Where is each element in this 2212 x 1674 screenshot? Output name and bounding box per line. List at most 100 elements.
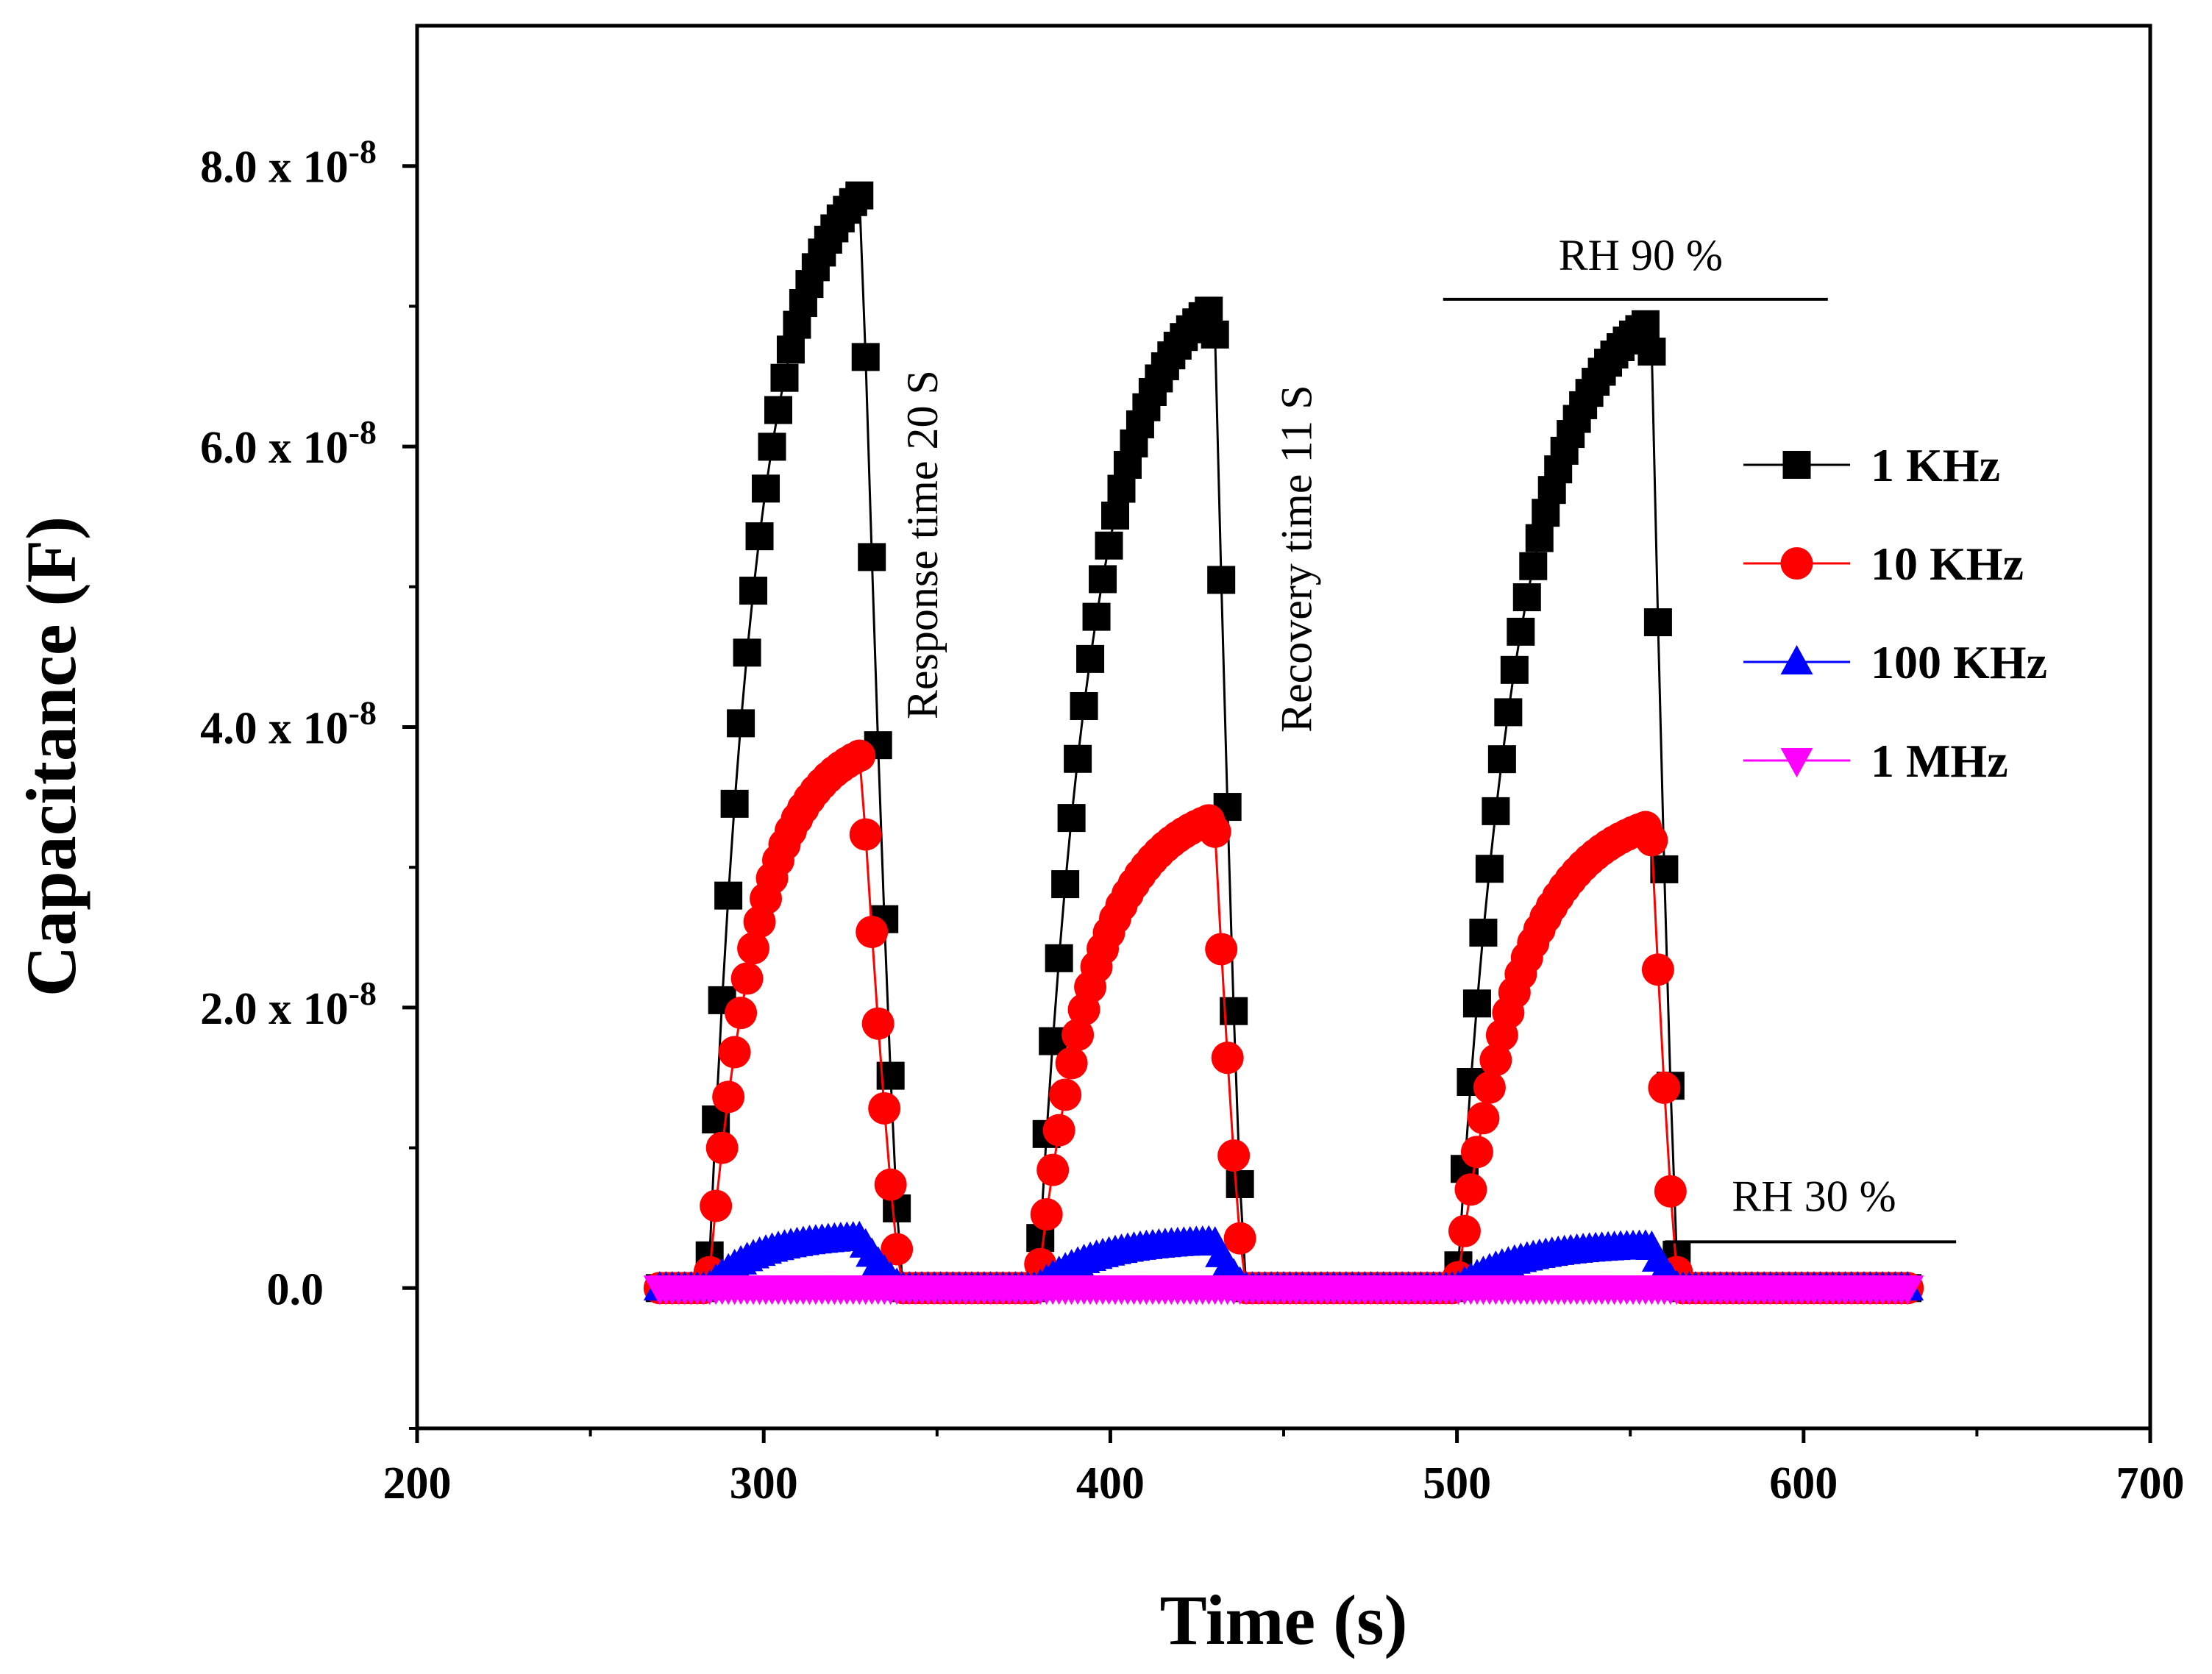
- x-tick-label: 400: [1076, 1458, 1145, 1509]
- data-point: [1500, 655, 1529, 684]
- data-point: [1641, 953, 1674, 986]
- data-point: [1201, 320, 1229, 349]
- data-point: [1525, 524, 1554, 552]
- data-point: [1095, 531, 1123, 560]
- data-point: [1030, 1198, 1063, 1231]
- annotation: RH 30 %: [1732, 1172, 1896, 1220]
- x-tick-label: 700: [2116, 1458, 2185, 1509]
- data-point: [1475, 855, 1504, 883]
- y-axis-title: Capacitance (F): [12, 516, 90, 997]
- data-point: [856, 916, 889, 949]
- data-point: [1082, 602, 1111, 631]
- data-point: [1654, 1175, 1687, 1208]
- y-tick-label: 4.0 x 10-8: [200, 694, 377, 754]
- data-point: [737, 932, 770, 965]
- x-tick-label: 600: [1769, 1458, 1838, 1509]
- data-point: [881, 1233, 914, 1266]
- data-point: [700, 1189, 733, 1222]
- data-point: [851, 343, 880, 371]
- data-point: [858, 543, 886, 571]
- data-point: [1507, 617, 1535, 646]
- series-1-khz: [645, 181, 1922, 1303]
- y-tick-label: 8.0 x 10-8: [200, 133, 377, 193]
- data-point: [1205, 933, 1238, 966]
- data-point: [1036, 1153, 1070, 1186]
- y-tick-label: 2.0 x 10-8: [200, 975, 377, 1034]
- data-point: [1487, 745, 1516, 774]
- data-point: [843, 739, 876, 772]
- x-tick-label: 300: [730, 1458, 798, 1509]
- legend: 1 KHz 10 KHz 100 KHz 1 MHz: [1743, 439, 2047, 787]
- data-point: [849, 818, 882, 851]
- data-point: [727, 709, 755, 738]
- legend-marker: [1780, 748, 1813, 777]
- data-point: [1223, 1222, 1256, 1255]
- data-point: [868, 1091, 901, 1125]
- data-point: [1479, 1044, 1512, 1077]
- data-point: [1061, 1018, 1095, 1051]
- data-point: [1049, 1078, 1082, 1111]
- data-point: [739, 577, 768, 605]
- data-point: [712, 1080, 745, 1114]
- data-point: [1064, 744, 1092, 773]
- data-point: [1070, 691, 1098, 720]
- data-point: [1211, 1041, 1244, 1075]
- data-point: [1635, 824, 1668, 857]
- legend-label: 10 KHz: [1871, 538, 2024, 590]
- data-point: [1460, 1136, 1493, 1169]
- data-point: [1089, 565, 1117, 594]
- x-tick-label: 200: [383, 1458, 452, 1509]
- data-point: [1462, 989, 1491, 1018]
- data-point: [1226, 1169, 1254, 1198]
- legend-marker: [1780, 645, 1813, 674]
- series-1-mhz: [643, 1275, 1924, 1306]
- annotations: Response time 20 S Recovery time 11 S RH 9…: [898, 231, 1957, 1244]
- data-point: [1467, 1102, 1500, 1135]
- data-point: [745, 522, 774, 551]
- data-point: [720, 789, 749, 818]
- data-point: [758, 432, 786, 461]
- data-point: [1198, 815, 1231, 848]
- series-layer: [643, 181, 1924, 1306]
- data-point: [764, 396, 792, 424]
- data-point: [1217, 1139, 1251, 1172]
- axes-layer: 200 300 400 500 600 700 0.0 2.0 x 10-8 4.0 x 10-…: [200, 133, 2184, 1509]
- data-point: [733, 638, 761, 667]
- data-point: [1473, 1071, 1506, 1104]
- data-point: [1648, 1071, 1681, 1104]
- data-point: [1195, 296, 1223, 325]
- data-point: [1448, 1214, 1481, 1247]
- x-axis-title: Time (s): [1160, 1581, 1408, 1659]
- legend-item: 10 KHz: [1743, 538, 2024, 590]
- data-point: [1207, 566, 1236, 594]
- data-point: [1631, 310, 1660, 338]
- data-point: [861, 1007, 895, 1040]
- data-point: [1512, 583, 1541, 612]
- data-point: [730, 962, 764, 995]
- data-point: [1100, 501, 1129, 530]
- series-line: [659, 193, 1908, 1289]
- data-point: [1891, 1275, 1924, 1306]
- legend-label: 1 MHz: [1871, 735, 2008, 787]
- data-point: [1469, 919, 1498, 947]
- data-point: [1643, 608, 1672, 637]
- data-point: [770, 363, 799, 392]
- annotation: Response time 20 S: [898, 370, 947, 719]
- data-point: [1076, 644, 1105, 673]
- data-point: [1055, 1047, 1088, 1080]
- legend-item: 1 MHz: [1743, 735, 2008, 787]
- legend-item: 100 KHz: [1743, 636, 2047, 688]
- data-point: [1482, 797, 1510, 825]
- data-point: [1494, 698, 1523, 727]
- data-point: [1045, 944, 1073, 972]
- data-point: [1519, 552, 1548, 580]
- legend-item: 1 KHz: [1743, 439, 2000, 491]
- data-point: [1650, 855, 1679, 883]
- data-point: [1042, 1114, 1075, 1147]
- data-point: [718, 1036, 751, 1069]
- data-point: [725, 997, 758, 1030]
- data-point: [714, 881, 743, 910]
- annotation: RH 90 %: [1559, 231, 1723, 279]
- legend-label: 100 KHz: [1871, 636, 2047, 688]
